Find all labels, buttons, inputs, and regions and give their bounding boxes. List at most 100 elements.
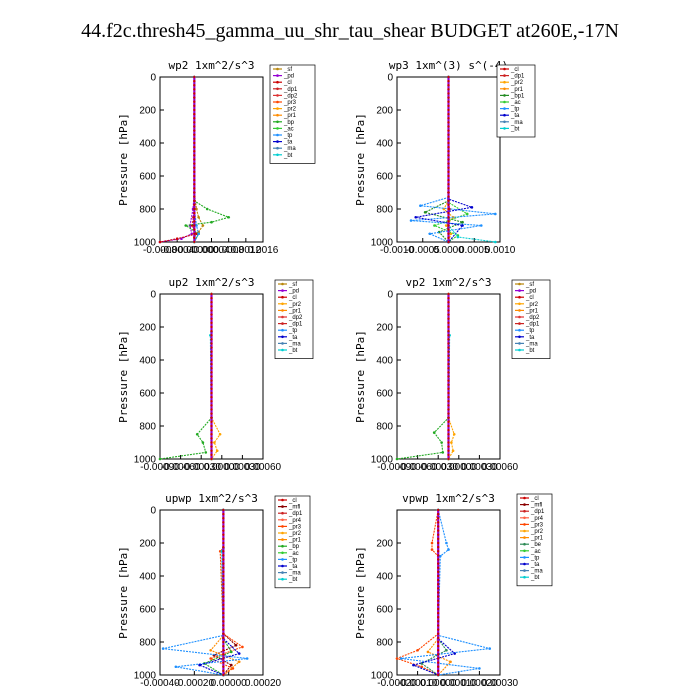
data-point (201, 441, 205, 444)
zero-profile-marker (447, 317, 450, 320)
x-tick-label: 0.00000 (420, 678, 457, 689)
zero-profile-marker (222, 657, 225, 660)
legend-entry: _ta (288, 564, 298, 570)
zero-profile-marker (222, 525, 225, 528)
legend-marker (281, 551, 284, 555)
legend-entry: _ac (288, 551, 299, 557)
y-axis-label: Pressure [hPa] (117, 546, 130, 639)
zero-profile-marker (447, 445, 450, 448)
data-point (461, 220, 464, 224)
y-tick-label: 1000 (134, 238, 157, 249)
x-tick-label: 0.00020 (245, 678, 282, 689)
legend-box (274, 279, 314, 359)
legend-marker (281, 335, 284, 339)
zero-profile-marker (447, 236, 450, 240)
x-tick-label: 0.0012 (231, 245, 262, 256)
data-point (197, 232, 200, 236)
x-tick-label: 0.00020 (461, 678, 498, 689)
zero-profile-marker (447, 133, 450, 136)
zero-profile-marker (447, 129, 450, 132)
zero-profile-marker (447, 321, 450, 325)
zero-profile-marker (222, 603, 225, 607)
zero-profile-marker (210, 375, 213, 378)
y-axis-label: Pressure [hPa] (354, 113, 367, 206)
legend-marker (276, 67, 279, 71)
data-point (440, 441, 443, 444)
zero-profile-marker (447, 400, 450, 403)
data-point (494, 240, 497, 244)
legend-marker (281, 302, 284, 306)
legend-entry: _pr3 (288, 524, 302, 530)
data-point (237, 660, 241, 664)
zero-profile-marker (437, 640, 440, 644)
zero-profile-marker (210, 412, 213, 415)
legend-entry: _ta (288, 335, 298, 341)
zero-profile-marker (447, 183, 450, 186)
zero-profile-marker (447, 292, 450, 296)
legend-entry: _ac (510, 100, 521, 106)
zero-profile-marker (210, 391, 213, 395)
panel-title: vpwp 1xm^2/s^3 (402, 492, 495, 505)
zero-profile-marker (437, 595, 440, 598)
zero-profile-marker (437, 537, 440, 541)
y-tick-label: 400 (139, 356, 156, 367)
legend-entry: _ta (510, 113, 520, 119)
zero-profile-marker (447, 408, 450, 411)
legend-marker (518, 289, 521, 292)
legend-entry: _pr4 (288, 518, 302, 524)
data-point (447, 548, 450, 551)
data-point (461, 224, 464, 227)
zero-profile-marker (222, 537, 225, 541)
zero-profile-marker (222, 587, 225, 590)
legend-entry: _pr2 (510, 80, 524, 86)
zero-profile-marker (447, 170, 450, 174)
data-point (209, 657, 213, 660)
legend-entry: _pr3 (530, 522, 544, 528)
zero-profile-marker (447, 154, 450, 157)
legend-marker (276, 127, 279, 130)
zero-profile-marker (447, 453, 450, 457)
zero-profile-marker (222, 653, 225, 656)
x-tick-label: -0.0010 (380, 245, 414, 256)
legend-entry: _tp (283, 133, 293, 139)
zero-profile-marker (210, 367, 213, 370)
zero-profile-marker (447, 240, 450, 244)
legend-entry: _pd (525, 289, 536, 295)
legend-marker (503, 127, 506, 130)
legend-marker (281, 505, 284, 508)
legend-marker (276, 87, 279, 91)
legend-marker (523, 496, 526, 500)
series-line-tp (410, 77, 496, 243)
zero-profile-marker (447, 329, 450, 333)
zero-profile-marker (447, 150, 450, 153)
zero-profile-marker (447, 108, 450, 112)
zero-profile-marker (447, 79, 450, 83)
legend-entry: _ma (510, 120, 523, 126)
zero-profile-marker (193, 162, 196, 165)
x-tick-label: 0.00030 (482, 678, 519, 689)
zero-profile-marker (222, 611, 225, 615)
zero-profile-marker (222, 583, 225, 586)
legend-marker (281, 577, 284, 581)
legend-entry: _tp (288, 328, 298, 334)
zero-profile-marker (447, 75, 450, 79)
zero-profile-marker (222, 669, 225, 673)
legend-marker (281, 544, 284, 548)
legend-entry: _cl (288, 295, 297, 301)
data-point (213, 441, 216, 444)
legend-entry: _dp1 (530, 509, 545, 515)
data-point (230, 650, 233, 654)
legend-box (511, 279, 551, 359)
data-point (175, 237, 179, 240)
data-point (414, 215, 418, 219)
series-line-pd (159, 77, 195, 243)
legend-entry: _tp (525, 328, 535, 334)
zero-profile-marker (447, 305, 450, 308)
zero-profile-marker (193, 220, 196, 223)
legend-marker (503, 107, 506, 110)
y-tick-label: 0 (387, 73, 393, 84)
legend-entry: _ma (525, 341, 538, 347)
zero-profile-marker (210, 449, 213, 452)
zero-profile-marker (193, 211, 196, 215)
data-point (420, 665, 424, 669)
